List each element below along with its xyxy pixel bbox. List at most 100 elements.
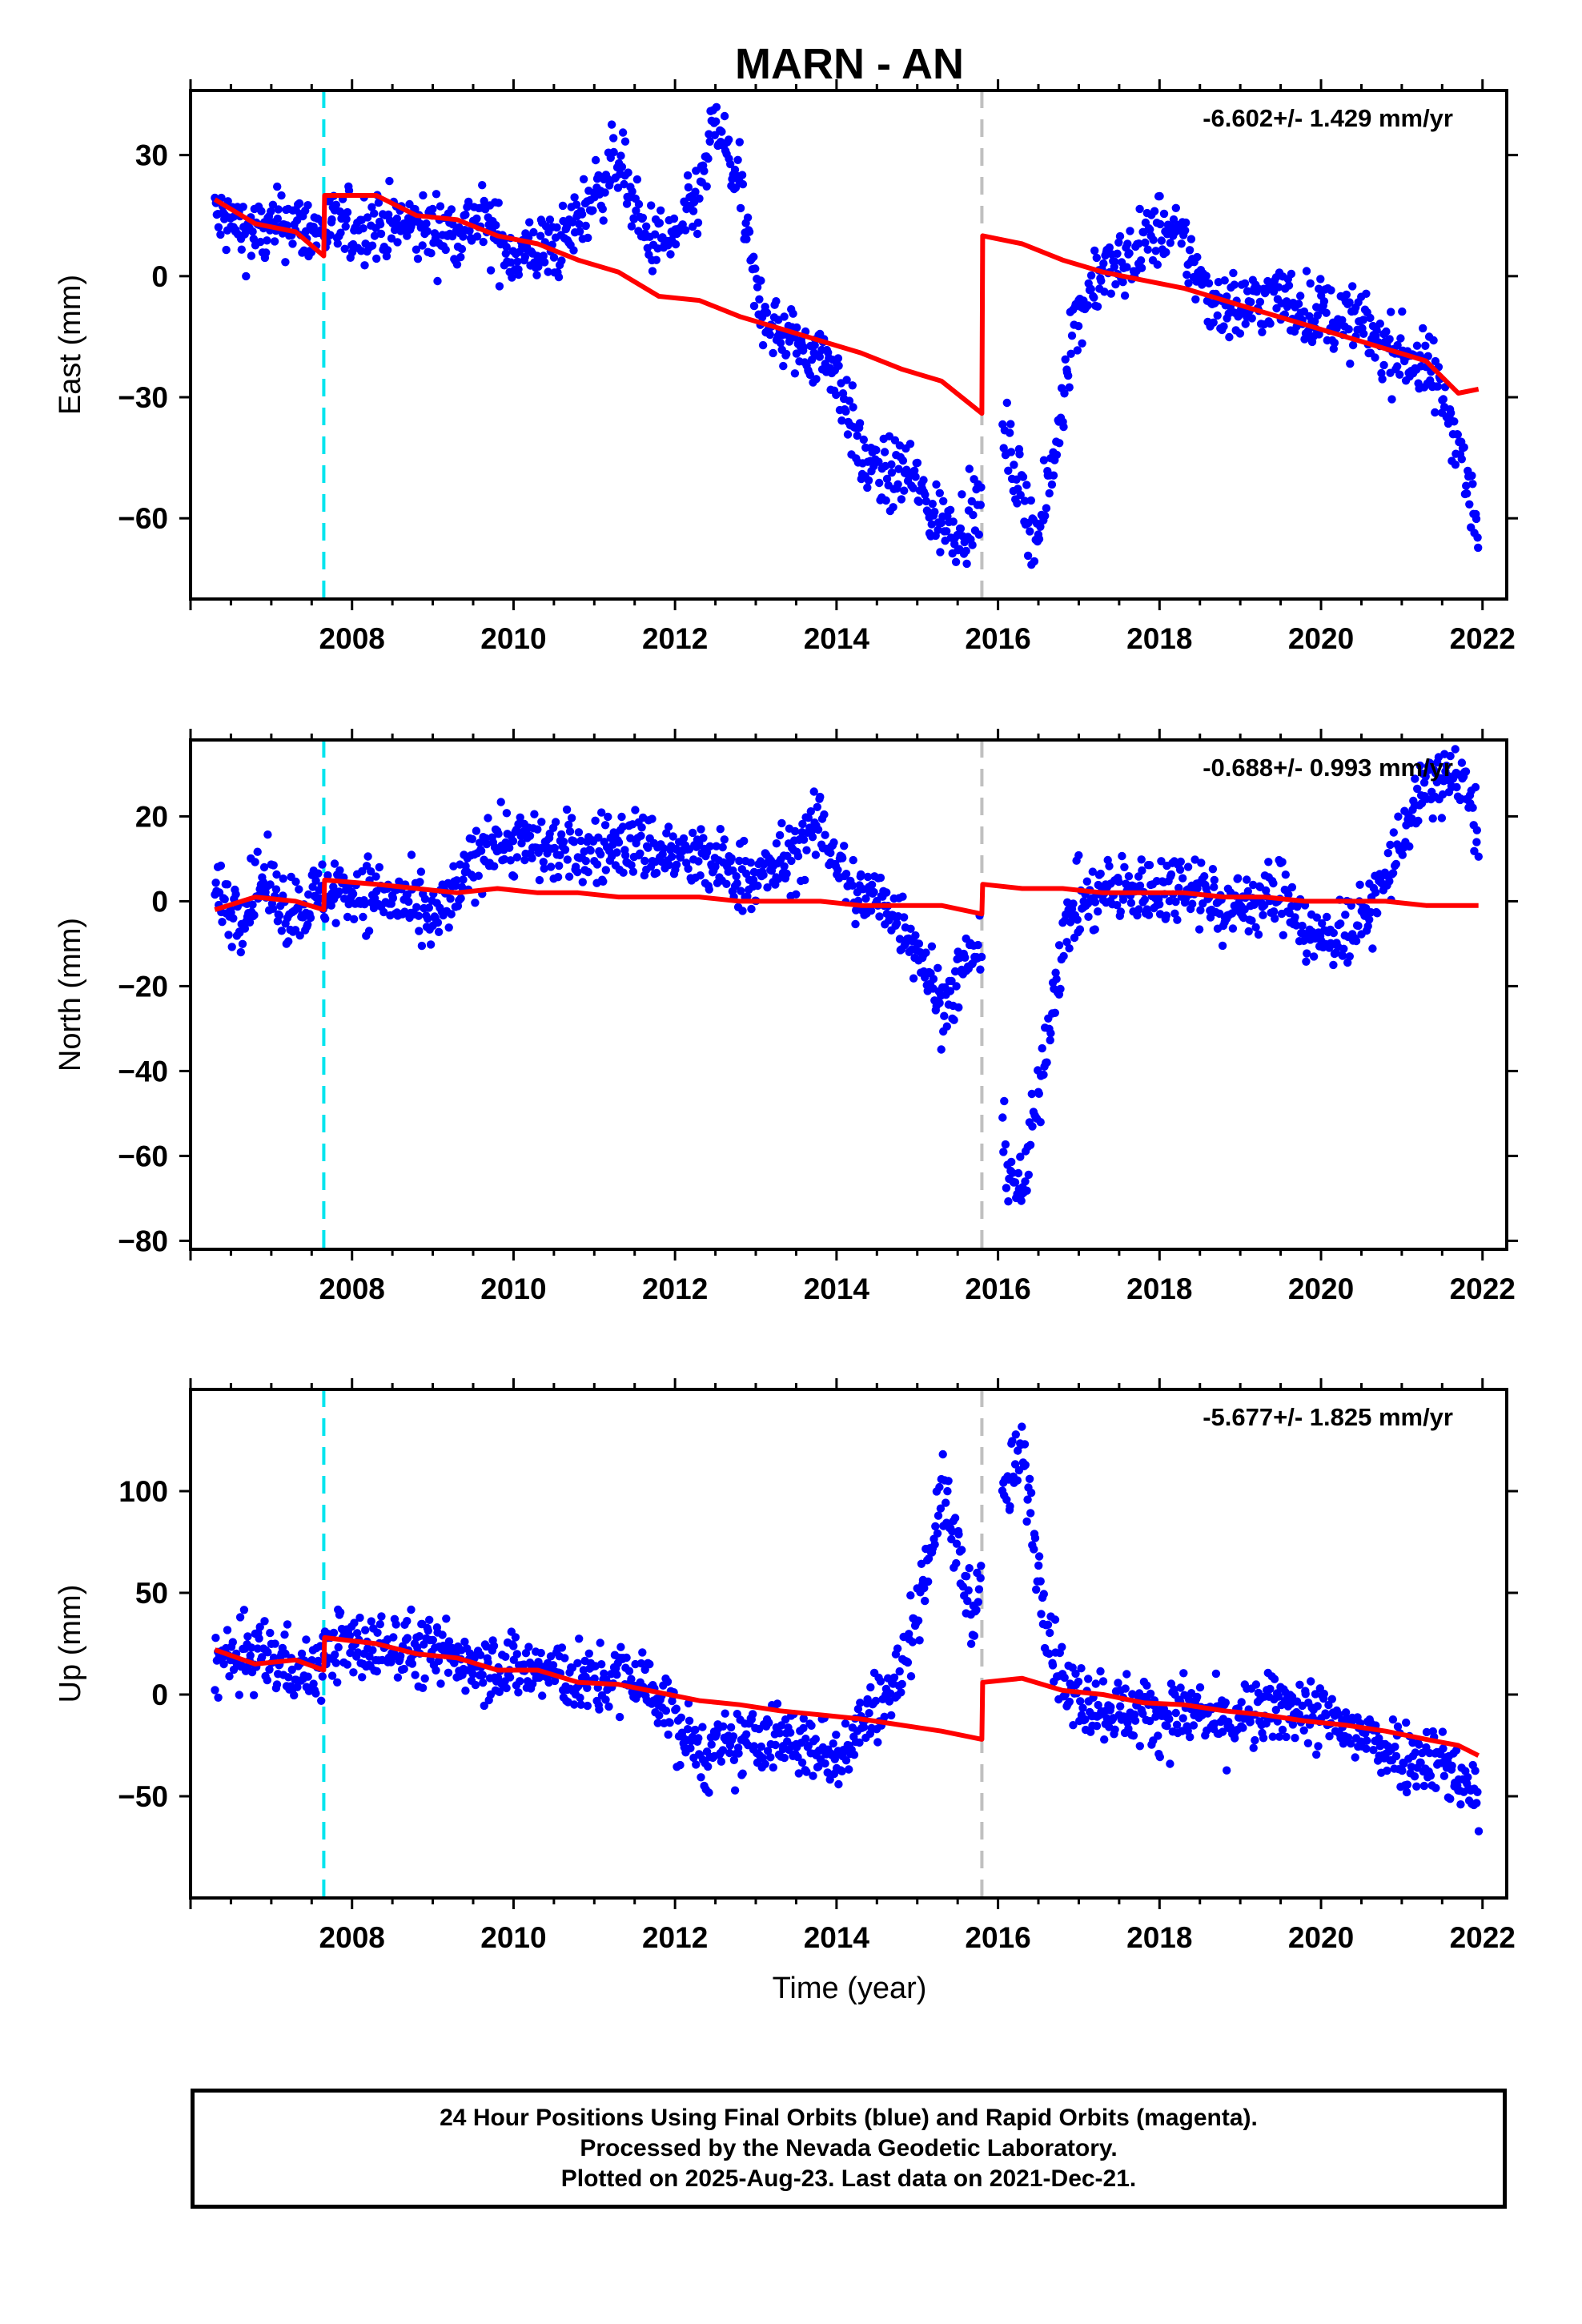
position-point bbox=[507, 258, 516, 267]
position-point bbox=[424, 915, 432, 923]
position-point bbox=[1341, 911, 1350, 919]
position-point bbox=[576, 1700, 585, 1709]
position-point bbox=[806, 807, 815, 816]
position-point bbox=[903, 1658, 913, 1667]
position-point bbox=[1354, 921, 1363, 931]
position-point bbox=[1090, 293, 1098, 302]
position-point bbox=[1181, 226, 1190, 235]
position-point bbox=[790, 369, 800, 378]
position-point bbox=[1010, 1460, 1020, 1469]
position-point bbox=[400, 1664, 408, 1674]
position-point bbox=[906, 924, 915, 934]
position-point bbox=[834, 1779, 843, 1789]
up-y-axis-label: Up (mm) bbox=[54, 1585, 87, 1703]
position-point bbox=[329, 883, 338, 891]
position-point bbox=[293, 1683, 302, 1691]
position-point bbox=[1225, 332, 1234, 342]
position-point bbox=[1090, 246, 1099, 255]
position-point bbox=[942, 1498, 950, 1507]
position-point bbox=[597, 1660, 606, 1669]
position-point bbox=[385, 176, 394, 186]
position-point bbox=[1278, 1725, 1287, 1735]
position-point bbox=[695, 194, 704, 203]
position-point bbox=[1114, 1679, 1122, 1687]
position-point bbox=[970, 1631, 979, 1640]
position-point bbox=[1048, 1661, 1058, 1670]
position-point bbox=[1296, 292, 1305, 300]
position-point bbox=[1150, 207, 1159, 215]
position-point bbox=[864, 476, 873, 485]
position-point bbox=[921, 490, 930, 499]
position-point bbox=[837, 1767, 846, 1775]
position-point bbox=[367, 1617, 375, 1626]
position-point bbox=[1137, 855, 1146, 864]
position-point bbox=[1138, 1709, 1147, 1719]
position-point bbox=[1473, 1787, 1482, 1796]
position-point bbox=[934, 963, 942, 973]
position-point bbox=[929, 975, 938, 983]
position-point bbox=[871, 1696, 881, 1706]
position-point bbox=[577, 210, 587, 219]
position-point bbox=[484, 814, 492, 822]
position-point bbox=[599, 877, 608, 887]
position-point bbox=[921, 1596, 930, 1606]
position-point bbox=[873, 1738, 882, 1747]
position-point bbox=[1110, 1725, 1119, 1734]
position-point bbox=[433, 918, 443, 927]
position-point bbox=[239, 1606, 249, 1614]
position-point bbox=[974, 1598, 983, 1606]
position-point bbox=[702, 182, 711, 191]
position-point bbox=[581, 1672, 590, 1682]
position-point bbox=[1402, 1718, 1411, 1727]
position-point bbox=[361, 1626, 370, 1634]
position-point bbox=[875, 912, 884, 921]
position-point bbox=[856, 1699, 865, 1707]
position-point bbox=[794, 1769, 803, 1778]
y-tick-label: −60 bbox=[118, 1140, 168, 1172]
position-point bbox=[1282, 1732, 1291, 1742]
position-point bbox=[1474, 543, 1483, 553]
position-point bbox=[1359, 329, 1368, 338]
position-point bbox=[417, 941, 427, 951]
position-point bbox=[787, 856, 796, 866]
position-point bbox=[295, 199, 304, 208]
position-point bbox=[344, 899, 353, 909]
position-point bbox=[837, 416, 846, 425]
position-point bbox=[733, 155, 742, 164]
position-point bbox=[277, 191, 286, 200]
position-point bbox=[1058, 1642, 1066, 1651]
position-point bbox=[1219, 1727, 1227, 1736]
position-point bbox=[416, 867, 426, 876]
position-point bbox=[1229, 268, 1238, 278]
position-point bbox=[825, 1775, 834, 1784]
position-point bbox=[596, 850, 605, 859]
position-point bbox=[897, 1688, 905, 1697]
position-point bbox=[867, 880, 877, 890]
position-point bbox=[636, 1659, 646, 1668]
position-point bbox=[1210, 883, 1219, 891]
position-point bbox=[882, 888, 891, 897]
position-point bbox=[1303, 327, 1313, 336]
position-point bbox=[617, 163, 627, 171]
position-point bbox=[697, 825, 705, 834]
position-point bbox=[609, 134, 618, 143]
position-point bbox=[704, 1762, 713, 1771]
position-point bbox=[765, 330, 774, 340]
position-point bbox=[1034, 1561, 1043, 1570]
position-point bbox=[962, 546, 970, 556]
position-point bbox=[1383, 849, 1393, 858]
position-point bbox=[782, 869, 791, 879]
x-tick-label: 2012 bbox=[642, 1273, 708, 1305]
position-point bbox=[705, 137, 714, 146]
position-point bbox=[528, 854, 536, 862]
position-point bbox=[1071, 1669, 1080, 1679]
position-point bbox=[656, 206, 665, 215]
position-point bbox=[292, 216, 302, 225]
position-point bbox=[821, 1759, 829, 1768]
position-point bbox=[1184, 279, 1193, 287]
position-point bbox=[576, 1693, 584, 1703]
position-point bbox=[944, 1477, 953, 1486]
x-tick-label: 2018 bbox=[1126, 1273, 1192, 1305]
position-point bbox=[327, 901, 335, 910]
position-point bbox=[1166, 239, 1175, 247]
